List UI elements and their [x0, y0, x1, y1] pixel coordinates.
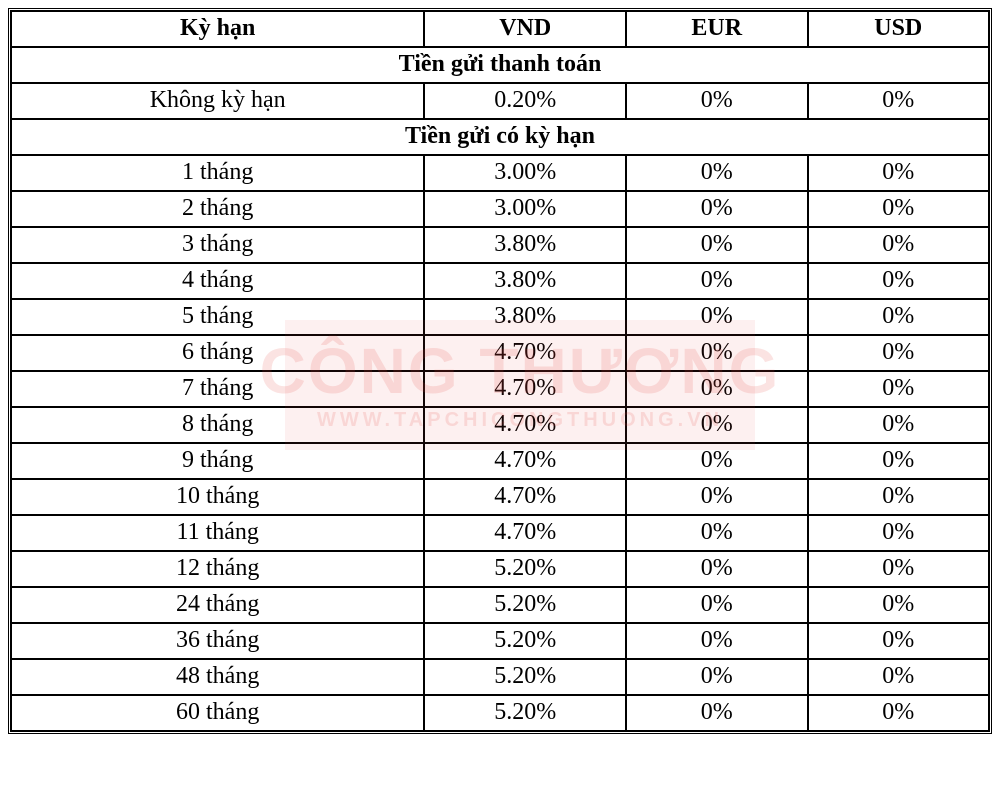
table-row: 12 tháng5.20%0%0%	[11, 551, 989, 587]
table-row: 9 tháng4.70%0%0%	[11, 443, 989, 479]
cell-eur: 0%	[626, 479, 807, 515]
cell-term: 60 tháng	[11, 695, 424, 731]
cell-eur: 0%	[626, 587, 807, 623]
cell-term: 4 tháng	[11, 263, 424, 299]
cell-term: 3 tháng	[11, 227, 424, 263]
cell-eur: 0%	[626, 155, 807, 191]
cell-usd: 0%	[808, 155, 990, 191]
cell-term: 36 tháng	[11, 623, 424, 659]
table-row: 2 tháng3.00%0%0%	[11, 191, 989, 227]
table-row: 5 tháng3.80%0%0%	[11, 299, 989, 335]
cell-term: 12 tháng	[11, 551, 424, 587]
col-header-vnd: VND	[424, 11, 626, 47]
cell-usd: 0%	[808, 551, 990, 587]
table-row: Không kỳ hạn0.20%0%0%	[11, 83, 989, 119]
header-row: Kỳ hạn VND EUR USD	[11, 11, 989, 47]
section-header-row: Tiền gửi có kỳ hạn	[11, 119, 989, 155]
table-row: 24 tháng5.20%0%0%	[11, 587, 989, 623]
cell-vnd: 3.00%	[424, 191, 626, 227]
col-header-term: Kỳ hạn	[11, 11, 424, 47]
cell-vnd: 5.20%	[424, 623, 626, 659]
cell-eur: 0%	[626, 83, 807, 119]
cell-usd: 0%	[808, 623, 990, 659]
col-header-eur: EUR	[626, 11, 807, 47]
cell-usd: 0%	[808, 371, 990, 407]
cell-term: 7 tháng	[11, 371, 424, 407]
cell-vnd: 4.70%	[424, 407, 626, 443]
cell-term: Không kỳ hạn	[11, 83, 424, 119]
section-header-row: Tiền gửi thanh toán	[11, 47, 989, 83]
cell-vnd: 4.70%	[424, 371, 626, 407]
cell-eur: 0%	[626, 407, 807, 443]
cell-eur: 0%	[626, 227, 807, 263]
cell-usd: 0%	[808, 695, 990, 731]
cell-usd: 0%	[808, 407, 990, 443]
table-row: 10 tháng4.70%0%0%	[11, 479, 989, 515]
cell-term: 11 tháng	[11, 515, 424, 551]
cell-usd: 0%	[808, 227, 990, 263]
rates-table: Kỳ hạn VND EUR USD Tiền gửi thanh toánKh…	[8, 8, 992, 734]
cell-eur: 0%	[626, 191, 807, 227]
table-row: 48 tháng5.20%0%0%	[11, 659, 989, 695]
cell-eur: 0%	[626, 263, 807, 299]
cell-vnd: 4.70%	[424, 515, 626, 551]
table-row: 7 tháng4.70%0%0%	[11, 371, 989, 407]
cell-term: 48 tháng	[11, 659, 424, 695]
cell-term: 9 tháng	[11, 443, 424, 479]
cell-usd: 0%	[808, 659, 990, 695]
cell-eur: 0%	[626, 659, 807, 695]
cell-vnd: 4.70%	[424, 479, 626, 515]
cell-vnd: 3.80%	[424, 227, 626, 263]
cell-vnd: 4.70%	[424, 335, 626, 371]
table-row: 36 tháng5.20%0%0%	[11, 623, 989, 659]
cell-vnd: 3.80%	[424, 263, 626, 299]
col-header-usd: USD	[808, 11, 990, 47]
cell-vnd: 3.80%	[424, 299, 626, 335]
table-body: Tiền gửi thanh toánKhông kỳ hạn0.20%0%0%…	[11, 47, 989, 731]
cell-vnd: 0.20%	[424, 83, 626, 119]
cell-usd: 0%	[808, 443, 990, 479]
cell-eur: 0%	[626, 623, 807, 659]
cell-usd: 0%	[808, 299, 990, 335]
cell-usd: 0%	[808, 515, 990, 551]
table-row: 11 tháng4.70%0%0%	[11, 515, 989, 551]
cell-vnd: 4.70%	[424, 443, 626, 479]
cell-usd: 0%	[808, 263, 990, 299]
section-title: Tiền gửi có kỳ hạn	[11, 119, 989, 155]
cell-term: 1 tháng	[11, 155, 424, 191]
table-row: 8 tháng4.70%0%0%	[11, 407, 989, 443]
cell-usd: 0%	[808, 479, 990, 515]
cell-vnd: 5.20%	[424, 551, 626, 587]
cell-term: 24 tháng	[11, 587, 424, 623]
cell-term: 2 tháng	[11, 191, 424, 227]
cell-term: 8 tháng	[11, 407, 424, 443]
cell-vnd: 5.20%	[424, 587, 626, 623]
cell-eur: 0%	[626, 551, 807, 587]
cell-usd: 0%	[808, 335, 990, 371]
cell-eur: 0%	[626, 299, 807, 335]
cell-vnd: 5.20%	[424, 659, 626, 695]
section-title: Tiền gửi thanh toán	[11, 47, 989, 83]
cell-vnd: 3.00%	[424, 155, 626, 191]
table-row: 60 tháng5.20%0%0%	[11, 695, 989, 731]
cell-term: 5 tháng	[11, 299, 424, 335]
cell-usd: 0%	[808, 587, 990, 623]
cell-eur: 0%	[626, 443, 807, 479]
cell-eur: 0%	[626, 371, 807, 407]
cell-eur: 0%	[626, 515, 807, 551]
table-row: 6 tháng4.70%0%0%	[11, 335, 989, 371]
table-row: 3 tháng3.80%0%0%	[11, 227, 989, 263]
cell-eur: 0%	[626, 695, 807, 731]
cell-term: 10 tháng	[11, 479, 424, 515]
table-row: 1 tháng3.00%0%0%	[11, 155, 989, 191]
table-row: 4 tháng3.80%0%0%	[11, 263, 989, 299]
cell-usd: 0%	[808, 191, 990, 227]
cell-term: 6 tháng	[11, 335, 424, 371]
cell-usd: 0%	[808, 83, 990, 119]
cell-eur: 0%	[626, 335, 807, 371]
cell-vnd: 5.20%	[424, 695, 626, 731]
